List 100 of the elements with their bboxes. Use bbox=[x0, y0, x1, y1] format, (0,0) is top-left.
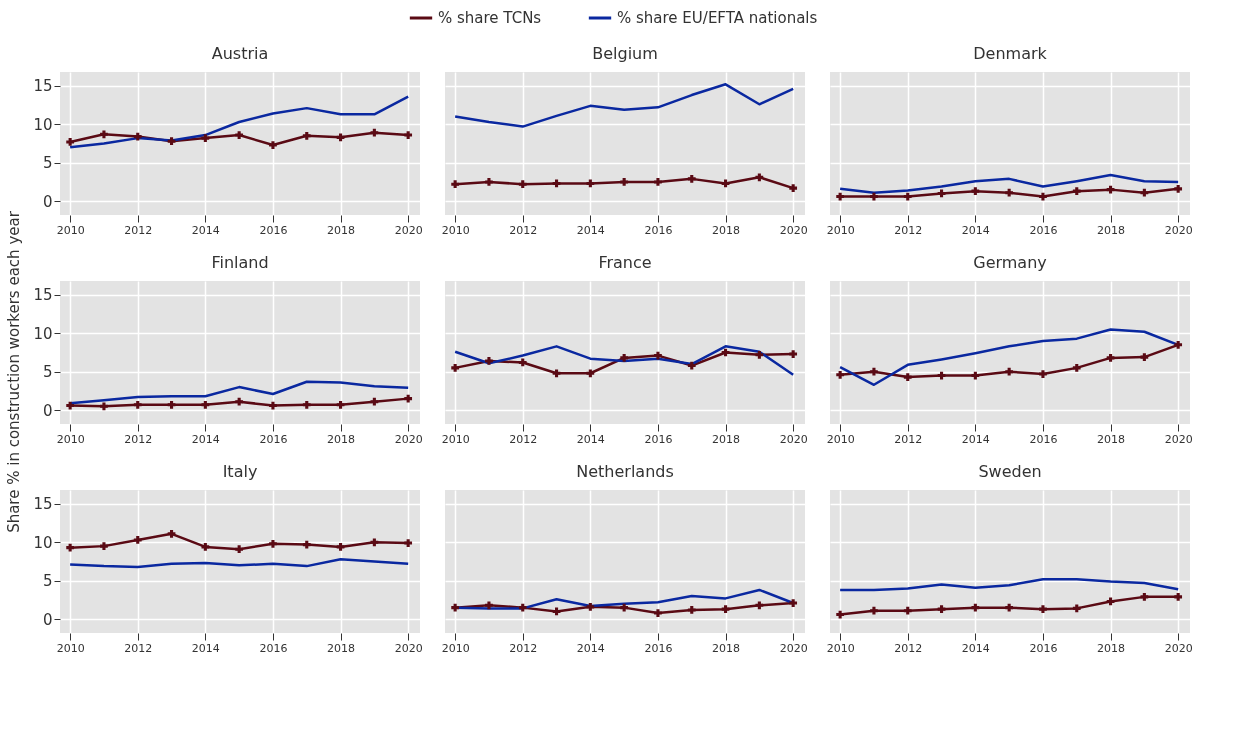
x-tick-label: 2020 bbox=[394, 641, 423, 655]
point bbox=[404, 394, 413, 403]
x-tick-label: 2016 bbox=[1029, 223, 1058, 237]
point bbox=[586, 179, 595, 188]
point bbox=[485, 178, 493, 186]
chart-title: Sweden bbox=[978, 462, 1042, 481]
point bbox=[302, 400, 311, 409]
point bbox=[1005, 367, 1014, 376]
point bbox=[1072, 604, 1081, 613]
point bbox=[201, 543, 210, 551]
point bbox=[870, 367, 878, 376]
x-tick-label: 2016 bbox=[1029, 432, 1058, 446]
point bbox=[404, 539, 413, 547]
point bbox=[302, 540, 311, 549]
point bbox=[755, 350, 764, 359]
point bbox=[870, 606, 878, 615]
point bbox=[302, 131, 311, 140]
y-tick-label: 0 bbox=[42, 192, 53, 211]
point bbox=[903, 606, 912, 615]
line-series bbox=[68, 95, 410, 149]
point bbox=[100, 130, 108, 139]
point bbox=[903, 373, 912, 381]
point bbox=[836, 610, 845, 619]
point bbox=[235, 131, 244, 139]
x-tick-label: 2012 bbox=[124, 432, 153, 446]
point bbox=[971, 187, 980, 196]
point bbox=[1174, 184, 1183, 193]
chart-title: Netherlands bbox=[576, 462, 674, 481]
x-tick-label: 2016 bbox=[259, 432, 288, 446]
point bbox=[1039, 370, 1047, 378]
legend-label: % share TCNs bbox=[438, 9, 542, 27]
chart-title: France bbox=[598, 253, 652, 272]
x-tick-label: 2020 bbox=[779, 641, 808, 655]
x-tick-label: 2020 bbox=[1164, 432, 1193, 446]
legend-label: % share EU/EFTA nationals bbox=[617, 9, 818, 27]
point bbox=[721, 605, 730, 614]
point bbox=[687, 174, 696, 183]
x-tick-label: 2020 bbox=[779, 432, 808, 446]
point bbox=[66, 138, 75, 146]
point bbox=[269, 401, 277, 410]
point bbox=[789, 350, 798, 358]
point bbox=[1140, 188, 1149, 197]
point bbox=[66, 401, 75, 410]
x-tick-label: 2016 bbox=[644, 223, 673, 237]
point bbox=[370, 128, 379, 137]
point bbox=[518, 358, 527, 367]
point bbox=[336, 133, 345, 142]
x-tick-label: 2016 bbox=[644, 641, 673, 655]
y-axis-title: Share % in construction workers each year bbox=[5, 210, 23, 533]
point bbox=[586, 602, 595, 611]
x-tick-label: 2018 bbox=[1097, 223, 1126, 237]
point bbox=[1106, 185, 1115, 194]
point bbox=[836, 370, 845, 379]
point bbox=[971, 371, 980, 380]
point bbox=[485, 357, 493, 365]
point bbox=[1106, 354, 1115, 362]
point bbox=[1174, 592, 1183, 601]
point bbox=[1039, 605, 1047, 614]
point bbox=[133, 400, 142, 409]
point bbox=[870, 192, 878, 201]
chart-title: Austria bbox=[211, 44, 269, 63]
chart-title: Germany bbox=[973, 253, 1047, 272]
point bbox=[370, 397, 379, 406]
x-tick-label: 2014 bbox=[961, 432, 990, 446]
x-tick-label: 2012 bbox=[894, 641, 923, 655]
x-tick-label: 2020 bbox=[1164, 223, 1193, 237]
x-tick-label: 2018 bbox=[327, 641, 356, 655]
point bbox=[1072, 187, 1081, 196]
x-tick-label: 2010 bbox=[441, 641, 470, 655]
point bbox=[451, 603, 460, 612]
x-tick-label: 2016 bbox=[259, 223, 288, 237]
point bbox=[1140, 592, 1149, 601]
x-tick-label: 2012 bbox=[894, 432, 923, 446]
point bbox=[336, 543, 345, 551]
point bbox=[1072, 364, 1081, 372]
point bbox=[654, 609, 662, 617]
chart-title: Italy bbox=[222, 462, 258, 481]
point bbox=[518, 180, 527, 189]
point bbox=[66, 543, 75, 552]
x-tick-label: 2010 bbox=[441, 432, 470, 446]
point bbox=[620, 354, 629, 362]
point bbox=[404, 131, 413, 139]
point bbox=[235, 397, 244, 406]
x-tick-label: 2014 bbox=[961, 223, 990, 237]
point bbox=[836, 192, 845, 201]
point bbox=[1174, 340, 1183, 349]
point bbox=[687, 606, 696, 614]
x-tick-label: 2014 bbox=[961, 641, 990, 655]
y-tick-label: 0 bbox=[42, 401, 53, 420]
x-tick-label: 2010 bbox=[826, 223, 855, 237]
point bbox=[903, 192, 912, 201]
point bbox=[654, 178, 662, 186]
point bbox=[654, 351, 662, 360]
point bbox=[937, 605, 946, 614]
x-tick-label: 2020 bbox=[394, 223, 423, 237]
x-tick-label: 2014 bbox=[191, 223, 220, 237]
chart-title: Finland bbox=[211, 253, 269, 272]
x-tick-label: 2018 bbox=[327, 432, 356, 446]
x-tick-label: 2014 bbox=[576, 223, 605, 237]
point bbox=[1005, 603, 1014, 612]
